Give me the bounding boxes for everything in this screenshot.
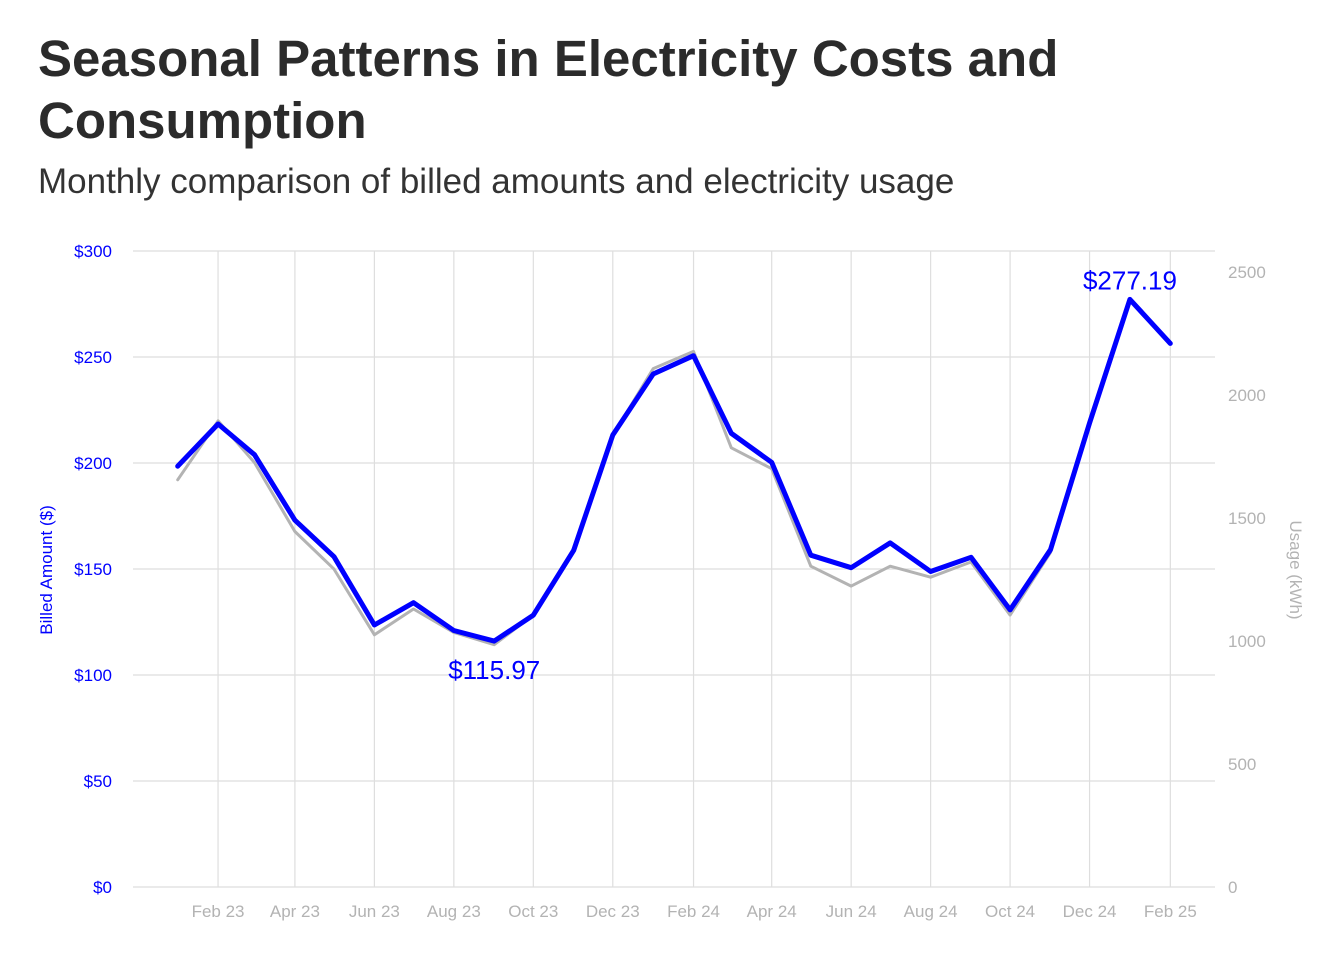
y-left-tick-label: $0 [93,878,112,897]
x-tick-label: Jun 24 [826,902,877,921]
x-tick-label: Feb 25 [1144,902,1197,921]
x-tick-label: Feb 23 [192,902,245,921]
usage-line [176,297,1172,647]
annotations: $115.97 $277.19 [448,265,1177,685]
x-tick-label: Aug 23 [427,902,481,921]
y-right-tick-label: 0 [1228,878,1237,897]
chart-subtitle: Monthly comparison of billed amounts and… [38,162,955,201]
axis-ticks: $0 $50 $100 $150 $200 $250 $300 0 500 1000 1500 200… [74,242,1266,921]
y-right-tick-label: 1000 [1228,632,1266,651]
y-left-tick-label: $200 [74,454,112,473]
y-right-tick-label: 2500 [1228,263,1266,282]
x-tick-label: Feb 24 [667,902,720,921]
x-tick-label: Dec 24 [1063,902,1117,921]
x-tick-label: Oct 23 [508,902,558,921]
chart-title: Seasonal Patterns in Electricity Costs a… [38,30,1059,149]
y-right-tick-label: 1500 [1228,509,1266,528]
y-right-tick-label: 2000 [1228,386,1266,405]
y-left-tick-label: $100 [74,666,112,685]
x-tick-label: Apr 23 [270,902,320,921]
x-tick-label: Apr 24 [747,902,797,921]
y-right-tick-label: 500 [1228,755,1256,774]
y-left-tick-label: $50 [84,772,112,791]
y-left-tick-label: $250 [74,348,112,367]
x-tick-label: Dec 23 [586,902,640,921]
y-axis-left-title: Billed Amount ($) [37,505,56,634]
x-tick-label: Jun 23 [349,902,400,921]
y-axis-right-title: Usage (kWh) [1286,520,1305,619]
x-tick-label: Oct 24 [985,902,1035,921]
y-left-tick-label: $300 [74,242,112,261]
grid-lines [133,250,1215,888]
y-left-tick-label: $150 [74,560,112,579]
data-label-annotation: $277.19 [1083,265,1177,295]
data-label-annotation: $115.97 [448,655,540,685]
billed-amount-line [175,296,1173,644]
x-tick-label: Aug 24 [904,902,958,921]
series-layer [175,296,1173,647]
